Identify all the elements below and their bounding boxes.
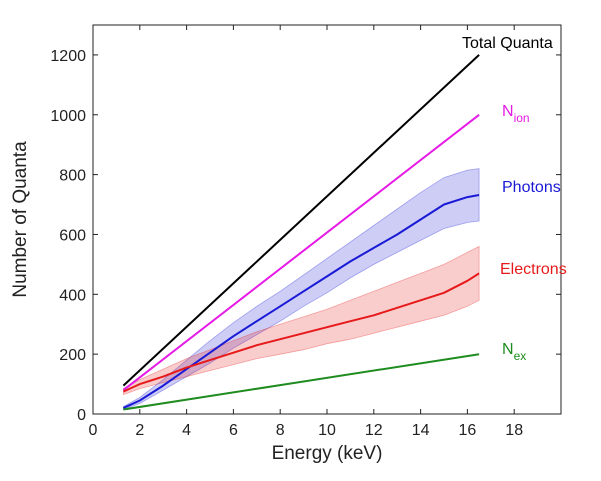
photons-band [123, 168, 480, 411]
y-tick-label: 800 [59, 168, 86, 185]
x-tick-label: 12 [365, 422, 383, 439]
nex-label-main: N [502, 341, 514, 358]
total-line [122, 54, 480, 387]
series-labels: Total Quanta Nion Photons Electrons Nex [462, 35, 567, 363]
x-tick-label: 16 [459, 422, 477, 439]
series-lines [122, 54, 480, 411]
nex-label-sub: ex [514, 349, 527, 363]
y-tick-label: 1000 [50, 108, 86, 125]
x-tick-label: 2 [135, 422, 144, 439]
nion-line [122, 114, 480, 391]
electrons-label-main: Electrons [500, 261, 567, 278]
electrons-band [123, 245, 480, 396]
x-tick-label: 4 [182, 422, 191, 439]
x-tick-label: 10 [318, 422, 336, 439]
plot-frame [92, 24, 562, 415]
nion-label: Nion [502, 103, 530, 125]
nion-label-sub: ion [514, 111, 530, 125]
x-tick-label: 18 [505, 422, 523, 439]
photons-label-main: Photons [502, 179, 561, 196]
total-label: Total Quanta [462, 35, 553, 52]
photons-label: Photons [502, 179, 561, 196]
x-axis-title: Energy (keV) [272, 443, 383, 464]
axis-ticks [92, 25, 561, 415]
photons-line [122, 194, 480, 409]
nex-label: Nex [502, 341, 526, 363]
nex-line [123, 353, 480, 411]
x-tick-label: 14 [412, 422, 430, 439]
total-label-main: Total Quanta [462, 35, 553, 52]
y-tick-label: 400 [59, 287, 86, 304]
uncertainty-bands [123, 168, 480, 411]
y-tick-label: 200 [59, 347, 86, 364]
axis-tick-labels: 0 2 4 6 8 10 12 14 16 18 0 200 400 600 800 1000 1200 [50, 48, 523, 439]
x-tick-label: 8 [276, 422, 285, 439]
nion-label-main: N [502, 103, 514, 120]
y-axis-title: Number of Quanta [10, 141, 31, 298]
y-tick-label: 0 [77, 407, 86, 424]
x-tick-label: 0 [89, 422, 98, 439]
electrons-label: Electrons [500, 261, 567, 278]
electrons-line [122, 272, 480, 393]
x-tick-label: 6 [229, 422, 238, 439]
y-tick-label: 1200 [50, 48, 86, 65]
y-tick-label: 600 [59, 227, 86, 244]
